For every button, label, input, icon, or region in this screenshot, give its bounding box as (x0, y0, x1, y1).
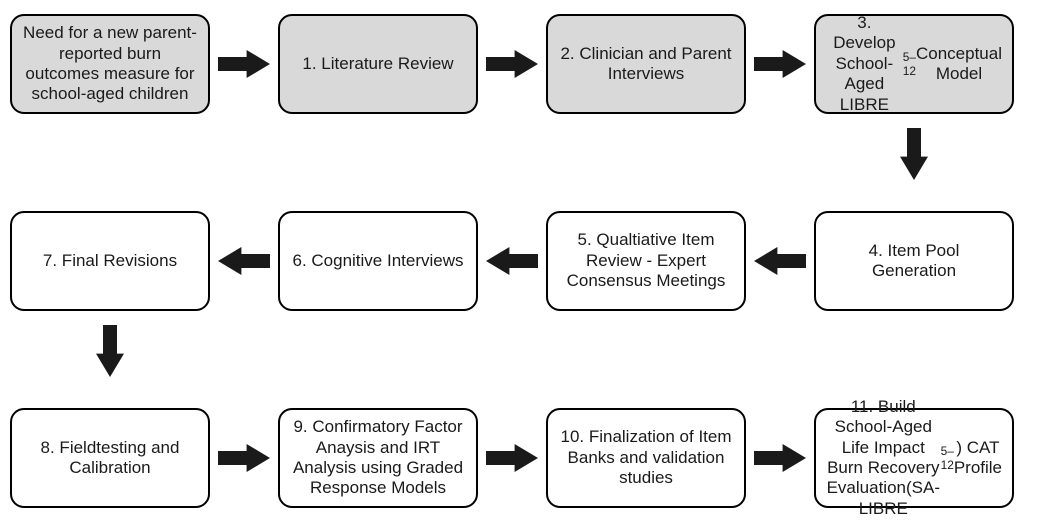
flow-node-n9: 9. Confirmatory Factor Anaysis and IRT A… (278, 408, 478, 508)
flow-node-n10: 10. Finalization of Item Banks and valid… (546, 408, 746, 508)
flow-node-n1: 1. Literature Review (278, 14, 478, 114)
arrow-down-icon (96, 325, 124, 377)
flow-node-n4: 4. Item Pool Generation (814, 211, 1014, 311)
arrow-right-icon (754, 444, 806, 472)
flow-node-n6: 6. Cognitive Interviews (278, 211, 478, 311)
flow-node-n3: 3. Develop School-Aged LIBRE5–12 Concept… (814, 14, 1014, 114)
arrow-down-icon (900, 128, 928, 180)
flow-node-n5: 5. Qualtiative Item Review - Expert Cons… (546, 211, 746, 311)
arrow-right-icon (486, 50, 538, 78)
arrow-left-icon (486, 247, 538, 275)
flowchart-canvas: Need for a new parent-reported burn outc… (0, 0, 1050, 526)
flow-node-n8: 8. Fieldtesting and Calibration (10, 408, 210, 508)
arrow-right-icon (218, 50, 270, 78)
flow-node-n11: 11. Build School-Aged Life Impact Burn R… (814, 408, 1014, 508)
arrow-right-icon (218, 444, 270, 472)
flow-node-start: Need for a new parent-reported burn outc… (10, 14, 210, 114)
arrow-right-icon (486, 444, 538, 472)
arrow-left-icon (218, 247, 270, 275)
arrow-right-icon (754, 50, 806, 78)
arrow-left-icon (754, 247, 806, 275)
flow-node-n7: 7. Final Revisions (10, 211, 210, 311)
flow-node-n2: 2. Clinician and Parent Interviews (546, 14, 746, 114)
